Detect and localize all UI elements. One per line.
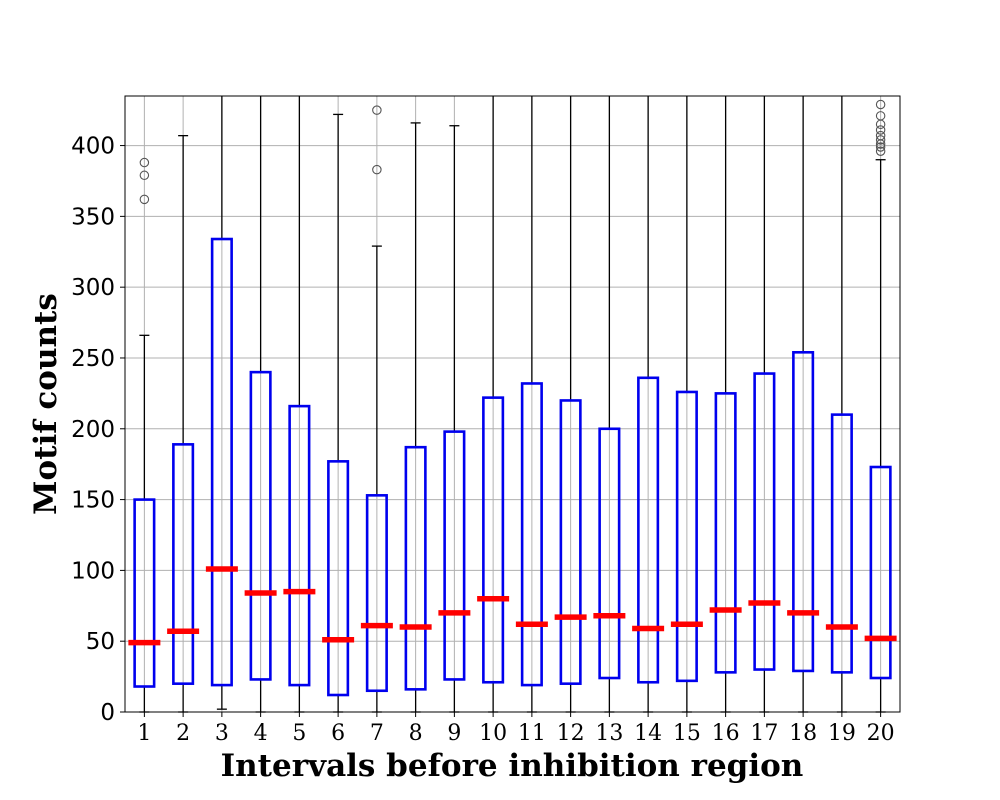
- outlier-point: [875, 125, 886, 135]
- box-iqr: [869, 465, 892, 680]
- box-iqr: [753, 372, 776, 671]
- box-iqr: [443, 430, 466, 681]
- box-iqr: [365, 494, 388, 693]
- box-iqr: [482, 396, 505, 684]
- box-iqr: [288, 404, 311, 687]
- x-tick-label: 1: [137, 721, 151, 746]
- box-iqr: [637, 376, 660, 684]
- boxes: [128, 96, 897, 713]
- x-tick-label: 19: [828, 721, 856, 746]
- y-tick-label: 400: [71, 134, 115, 160]
- x-tick-label: 15: [673, 721, 701, 746]
- x-tick-label: 9: [447, 721, 461, 746]
- box-17: [748, 96, 781, 713]
- box-9: [438, 125, 471, 713]
- box-4: [244, 96, 277, 713]
- outlier-point: [372, 105, 382, 115]
- box-iqr: [133, 498, 156, 688]
- x-tick-label: 17: [750, 721, 778, 746]
- box-iqr: [172, 443, 195, 685]
- y-axis-label: Motif counts: [28, 293, 64, 515]
- box-1: [128, 157, 161, 713]
- x-tick-label: 5: [292, 721, 306, 746]
- y-tick-label: 250: [71, 346, 115, 372]
- box-iqr: [559, 399, 582, 685]
- box-iqr: [830, 413, 853, 674]
- box-20: [864, 99, 897, 713]
- x-tick-label: 11: [518, 721, 546, 746]
- box-3: [205, 96, 238, 710]
- box-11: [515, 96, 548, 713]
- box-iqr: [327, 460, 350, 697]
- box-10: [477, 96, 510, 713]
- outlier-point: [875, 130, 886, 141]
- y-tick-label: 350: [71, 204, 115, 230]
- y-tick-label: 200: [71, 417, 115, 443]
- x-tick-label: 20: [867, 721, 895, 746]
- box-iqr: [520, 382, 543, 687]
- y-tick-label: 50: [86, 629, 115, 655]
- box-iqr: [675, 390, 698, 683]
- x-tick-label: 16: [712, 721, 740, 746]
- x-tick-label: 8: [409, 721, 423, 746]
- box-iqr: [249, 370, 272, 681]
- outlier-point: [372, 164, 382, 175]
- outlier-point: [875, 142, 886, 152]
- y-axis-ticks: 0 50 100 150 200 250 300 350 400: [71, 134, 125, 726]
- x-axis-label: Intervals before inhibition region: [221, 748, 804, 784]
- grid: [125, 96, 900, 713]
- x-tick-label: 10: [479, 721, 507, 746]
- y-tick-label: 300: [71, 275, 115, 301]
- x-tick-label: 12: [557, 721, 585, 746]
- box-6: [322, 113, 355, 713]
- outlier-point: [139, 194, 150, 205]
- y-tick-label: 150: [71, 488, 115, 514]
- x-tick-label: 4: [254, 721, 268, 746]
- box-iqr: [210, 237, 233, 687]
- box-iqr: [792, 351, 815, 673]
- box-16: [709, 96, 742, 713]
- outlier-point: [875, 111, 886, 121]
- y-tick-label: 0: [100, 700, 115, 726]
- x-tick-label: 7: [370, 721, 384, 746]
- box-iqr: [404, 445, 427, 691]
- box-14: [632, 96, 665, 713]
- x-tick-label: 18: [789, 721, 817, 746]
- x-tick-label: 14: [634, 721, 662, 746]
- box-2: [167, 135, 200, 713]
- x-tick-label: 13: [595, 721, 623, 746]
- box-18: [787, 96, 820, 713]
- box-13: [593, 96, 626, 713]
- x-tick-label: 6: [331, 721, 345, 746]
- outlier-point: [875, 146, 886, 156]
- x-axis-ticks: 1 2 3 4 5 6 7 8 9 10 11 12 13 14 15 16 17 18 19 20: [137, 712, 895, 746]
- box-19: [825, 96, 858, 713]
- plot-frame: [124, 95, 901, 713]
- x-tick-label: 3: [215, 721, 229, 746]
- outlier-point: [139, 170, 150, 181]
- x-tick-label: 2: [176, 721, 190, 746]
- outlier-point: [875, 99, 886, 110]
- y-tick-label: 100: [71, 558, 115, 584]
- outlier-point: [139, 157, 150, 168]
- outlier-point: [875, 135, 886, 145]
- box-8: [399, 122, 432, 713]
- box-iqr: [598, 427, 621, 680]
- box-5: [283, 96, 316, 713]
- box-iqr: [714, 392, 737, 674]
